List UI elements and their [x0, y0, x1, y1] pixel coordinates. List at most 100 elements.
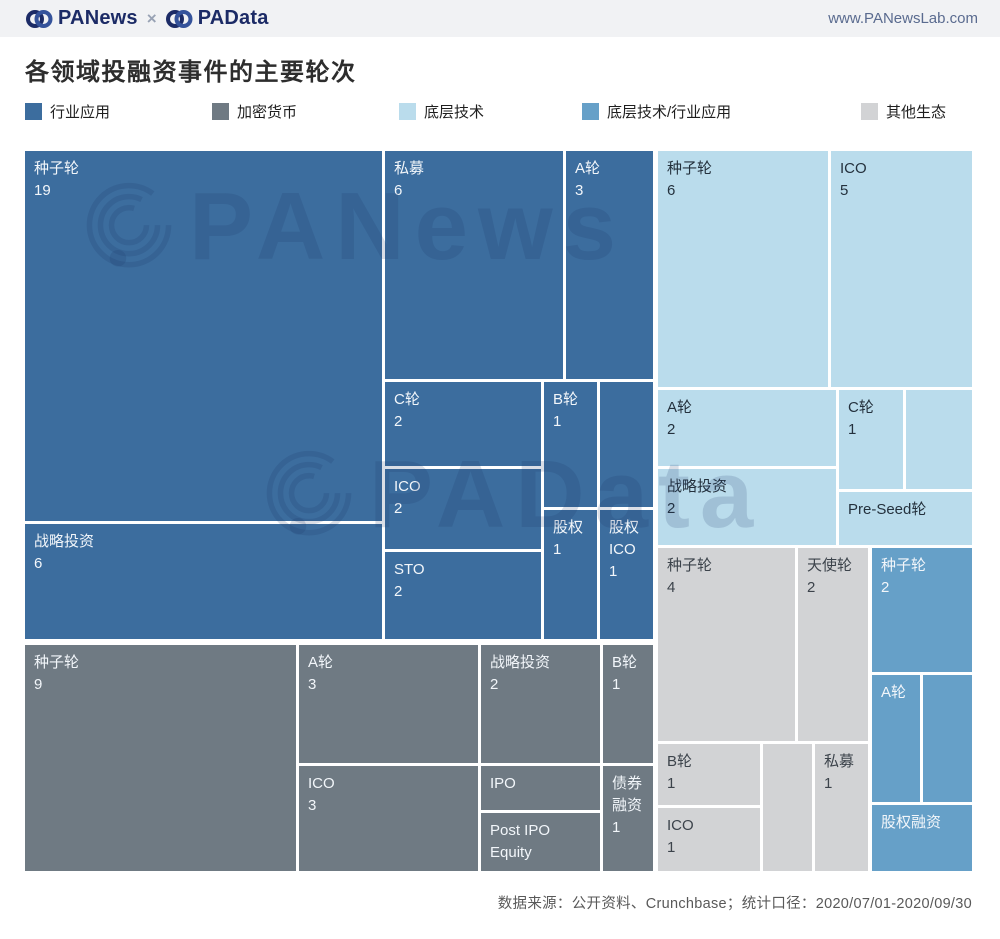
treemap-block-value: 2	[807, 579, 816, 596]
treemap: PANews PAData 种子轮19战略投资6私募6A轮3C轮2ICO2STO…	[25, 151, 972, 871]
treemap-block-label: 战略投资	[667, 478, 728, 495]
treemap-block-label: ICO	[394, 478, 421, 495]
treemap-block-种子轮: 种子轮 9	[25, 645, 296, 871]
treemap-block-label: C轮	[848, 399, 874, 416]
treemap-block-value: 19	[34, 182, 51, 199]
treemap-block-value: 1	[667, 839, 676, 856]
treemap-block-label: Post IPO Equity	[490, 822, 551, 861]
treemap-block-label: 股权	[553, 519, 584, 536]
treemap-block-unlabeled	[763, 744, 812, 871]
legend-item-crypto: 加密货币	[212, 101, 297, 122]
treemap-block-B轮: B轮 1	[603, 645, 653, 763]
treemap-block-label: 债券融资	[612, 775, 643, 814]
treemap-block-label: 种子轮	[34, 160, 80, 177]
legend-item-industry-app: 行业应用	[25, 101, 110, 122]
treemap-block-A轮: A轮 3	[299, 645, 478, 763]
treemap-block-label: 股权ICO	[609, 519, 640, 558]
treemap-block-label: 种子轮	[34, 654, 80, 671]
treemap-block-unlabeled	[906, 390, 972, 489]
legend-label: 底层技术/行业应用	[607, 104, 732, 121]
treemap-block-label: STO	[394, 561, 425, 578]
treemap-block-label: ICO	[840, 160, 867, 177]
treemap-block-Pre-Seed轮: Pre-Seed轮	[839, 492, 972, 545]
treemap-block-ICO: ICO 5	[831, 151, 972, 387]
treemap-block-label: 战略投资	[34, 533, 95, 550]
treemap-block-label: IPO	[490, 775, 516, 792]
treemap-block-STO: STO 2	[385, 552, 541, 639]
treemap-block-战略投资: 战略投资 2	[658, 469, 836, 545]
treemap-block-种子轮: 种子轮 4	[658, 548, 795, 741]
treemap-block-value: 2	[394, 583, 403, 600]
treemap-block-label: 种子轮	[881, 557, 927, 574]
treemap-block-value: 1	[609, 563, 618, 580]
treemap-block-label: A轮	[667, 399, 693, 416]
panews-brand-text: PANews	[58, 7, 138, 29]
treemap-block-Post IPO Equity: Post IPO Equity	[481, 813, 600, 871]
treemap-block-value: 2	[667, 500, 676, 517]
treemap-block-战略投资: 战略投资 6	[25, 524, 382, 639]
treemap-block-战略投资: 战略投资 2	[481, 645, 600, 763]
panews-brand: PANews	[26, 7, 138, 31]
treemap-block-种子轮: 种子轮 6	[658, 151, 828, 387]
treemap-block-label: 种子轮	[667, 160, 713, 177]
treemap-block-私募: 私募 1	[815, 744, 868, 871]
treemap-block-label: B轮	[667, 753, 693, 770]
treemap-block-label: 天使轮	[807, 557, 853, 574]
header-bar: PANews × PAData www.PANewsLab.com	[0, 0, 1000, 37]
legend-swatch	[399, 103, 416, 120]
treemap-block-种子轮: 种子轮 19	[25, 151, 382, 521]
legend-label: 其他生态	[886, 104, 947, 121]
legend-item-other-eco: 其他生态	[861, 101, 946, 122]
treemap-block-value: 1	[824, 775, 833, 792]
legend-swatch	[861, 103, 878, 120]
legend-label: 底层技术	[424, 104, 485, 121]
legend-item-infra-tech: 底层技术	[399, 101, 484, 122]
page-title: 各领域投融资事件的主要轮次	[25, 59, 357, 86]
treemap-block-value: 1	[612, 676, 621, 693]
treemap-block-value: 6	[394, 182, 403, 199]
site-url[interactable]: www.PANewsLab.com	[828, 10, 978, 27]
treemap-block-label: A轮	[575, 160, 601, 177]
treemap-block-A轮: A轮 3	[566, 151, 653, 379]
treemap-block-value: 3	[308, 797, 317, 814]
treemap-block-value: 1	[553, 413, 562, 430]
treemap-block-股权ICO: 股权ICO 1	[600, 510, 653, 639]
brand-separator: ×	[146, 8, 157, 28]
treemap-block-value: 4	[667, 579, 676, 596]
treemap-block-ICO: ICO 1	[658, 808, 760, 871]
treemap-block-value: 6	[667, 182, 676, 199]
treemap-block-股权融资: 股权融资	[872, 805, 972, 871]
treemap-block-C轮: C轮 1	[839, 390, 903, 489]
treemap-block-label: Pre-Seed轮	[848, 501, 927, 518]
legend-label: 行业应用	[50, 104, 111, 121]
treemap-block-value: 1	[553, 541, 562, 558]
treemap-block-A轮: A轮 2	[658, 390, 836, 466]
legend-swatch	[25, 103, 42, 120]
legend-item-infra-industry: 底层技术/行业应用	[582, 101, 731, 122]
treemap-block-B轮: B轮 1	[544, 382, 597, 507]
treemap-block-value: 2	[881, 579, 890, 596]
treemap-block-label: ICO	[308, 775, 335, 792]
treemap-block-value: 2	[667, 421, 676, 438]
legend-swatch	[582, 103, 599, 120]
treemap-block-value: 3	[575, 182, 584, 199]
treemap-block-value: 1	[612, 819, 621, 836]
treemap-block-value: 2	[490, 676, 499, 693]
treemap-block-label: 战略投资	[490, 654, 551, 671]
treemap-block-label: 私募	[394, 160, 425, 177]
treemap-block-unlabeled	[600, 382, 653, 507]
treemap-block-label: A轮	[881, 684, 907, 701]
legend-label: 加密货币	[237, 104, 298, 121]
legend-swatch	[212, 103, 229, 120]
treemap-block-value: 3	[308, 676, 317, 693]
panews-logo-icon	[26, 9, 53, 28]
treemap-block-value: 6	[34, 555, 43, 572]
treemap-block-value: 1	[848, 421, 857, 438]
treemap-block-B轮: B轮 1	[658, 744, 760, 805]
treemap-block-label: A轮	[308, 654, 334, 671]
treemap-block-债券融资: 债券融资 1	[603, 766, 653, 871]
treemap-block-种子轮: 种子轮 2	[872, 548, 972, 672]
treemap-block-股权: 股权 1	[544, 510, 597, 639]
treemap-block-value: 2	[394, 500, 403, 517]
